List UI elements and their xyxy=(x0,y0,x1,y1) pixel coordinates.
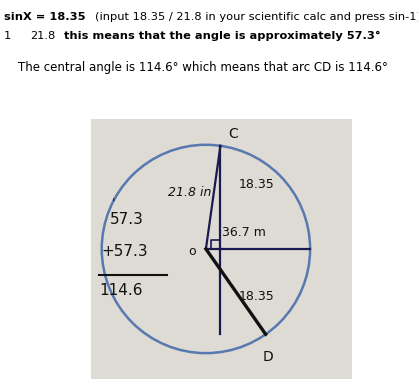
Text: (input 18.35 / 21.8 in your scientific calc and press sin-1): (input 18.35 / 21.8 in your scientific c… xyxy=(95,12,418,22)
Text: D: D xyxy=(263,350,274,364)
Text: 57.3: 57.3 xyxy=(110,213,143,228)
Text: ': ' xyxy=(112,197,116,210)
Text: 21.8 in: 21.8 in xyxy=(168,186,212,199)
Text: 18.35: 18.35 xyxy=(239,290,274,303)
Text: o: o xyxy=(188,245,195,258)
Text: 21.8: 21.8 xyxy=(30,31,55,41)
Text: 36.7 m: 36.7 m xyxy=(222,226,266,239)
Text: The central angle is 114.6° which means that arc CD is 114.6°: The central angle is 114.6° which means … xyxy=(18,61,388,74)
FancyBboxPatch shape xyxy=(91,119,352,379)
Text: 1: 1 xyxy=(4,31,11,41)
Text: 114.6: 114.6 xyxy=(99,283,143,298)
Text: +57.3: +57.3 xyxy=(102,244,148,259)
Text: 18.35: 18.35 xyxy=(239,178,274,191)
Text: this means that the angle is approximately 57.3°: this means that the angle is approximate… xyxy=(64,31,381,41)
Text: sinX = 18.35: sinX = 18.35 xyxy=(4,12,86,22)
Text: C: C xyxy=(228,126,238,141)
